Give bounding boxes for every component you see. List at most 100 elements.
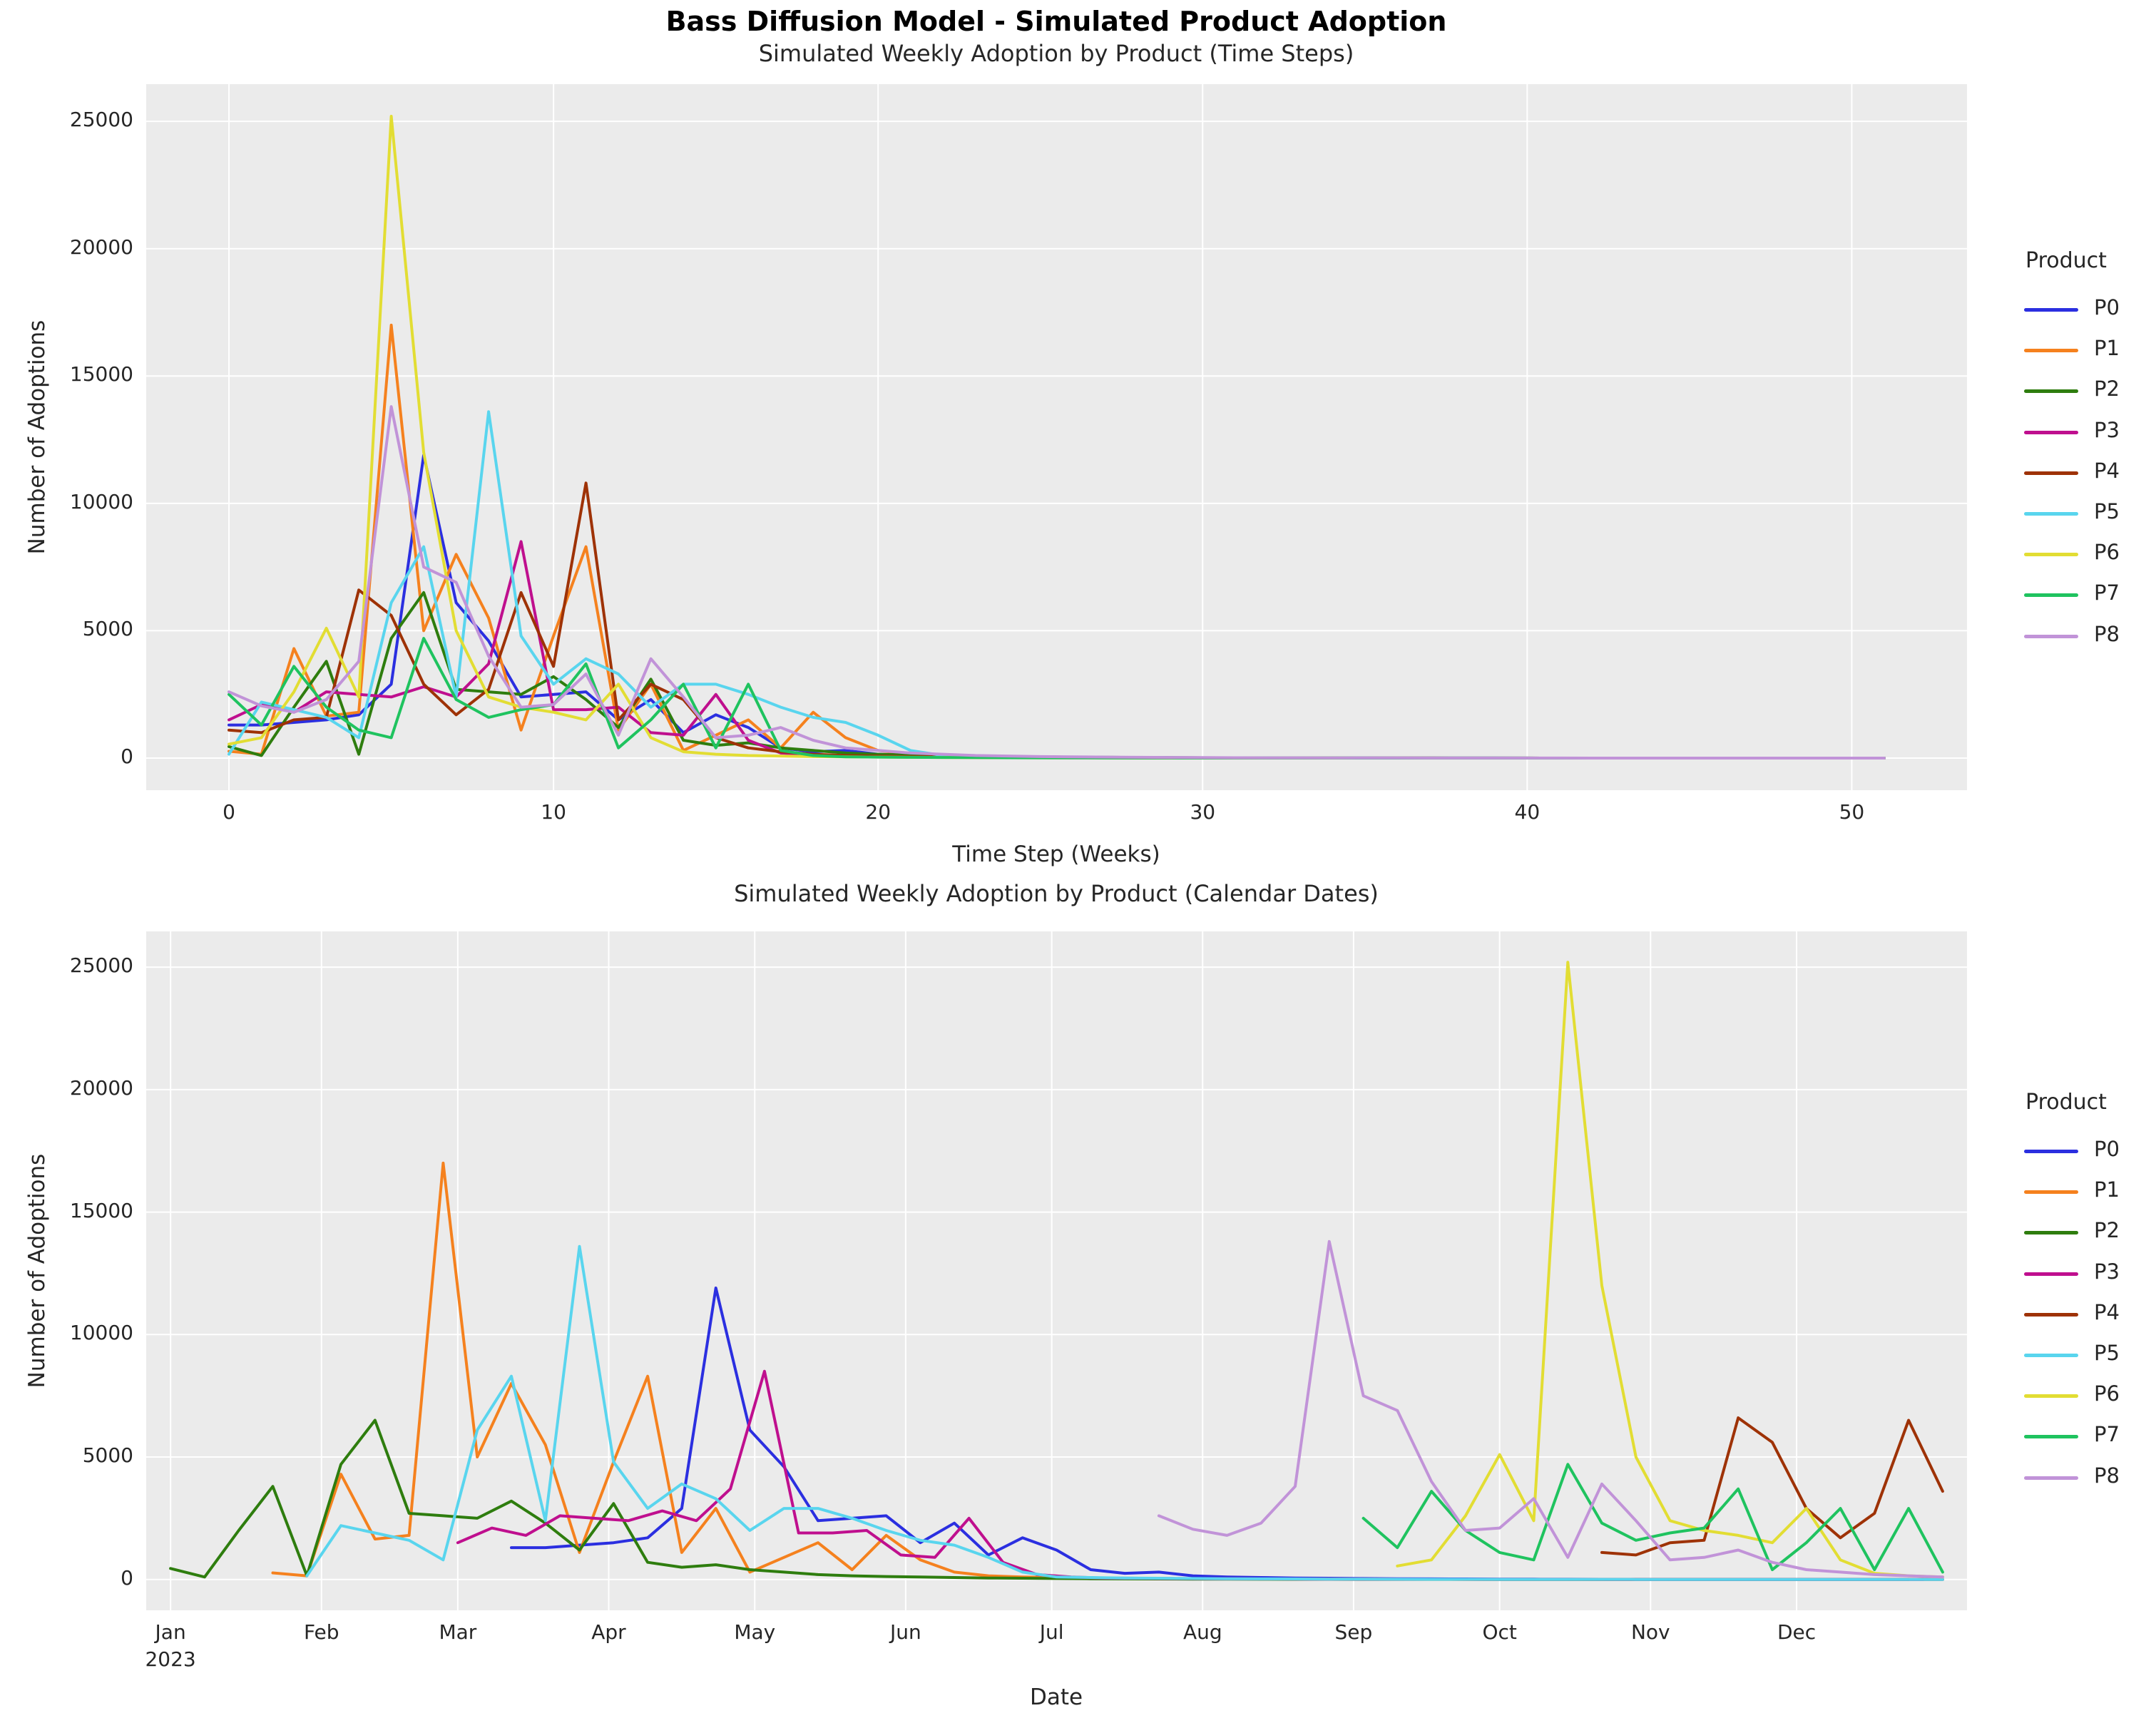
legend-label-P6: P6 xyxy=(2094,540,2120,565)
bottom-chart-xlabel: Date xyxy=(1029,1684,1083,1710)
y-tick-label: 25000 xyxy=(69,108,133,132)
legend-entry-P3: P3 xyxy=(2024,1259,2152,1288)
x-tick-label: 10 xyxy=(541,800,566,824)
legend-label-P7: P7 xyxy=(2094,1422,2120,1447)
legend-entry-P2: P2 xyxy=(2024,1218,2152,1247)
legend-swatch-P2 xyxy=(2024,389,2078,394)
x-tick-label: 20 xyxy=(865,800,891,824)
legend-entry-P4: P4 xyxy=(2024,459,2152,487)
legend-swatch-P5 xyxy=(2024,1354,2078,1357)
legend-swatch-P3 xyxy=(2024,1272,2078,1276)
series-line-P3 xyxy=(456,1369,1925,1581)
top-chart-canvas xyxy=(146,84,1967,790)
series-line-P3 xyxy=(228,540,1886,760)
x-tick-label: Dec xyxy=(1777,1620,1817,1644)
legend-swatch-P4 xyxy=(2024,471,2078,475)
top-legend-title: Product xyxy=(2025,248,2107,273)
legend-swatch-P0 xyxy=(2024,1150,2078,1153)
legend-swatch-P7 xyxy=(2024,1435,2078,1439)
top-chart-xlabel: Time Step (Weeks) xyxy=(952,842,1160,867)
legend-swatch-P5 xyxy=(2024,512,2078,516)
x-tick-label: 40 xyxy=(1514,800,1541,824)
legend-entry-P7: P7 xyxy=(2024,1422,2152,1451)
top-chart-ylabel: Number of Adoptions xyxy=(24,319,50,555)
legend-swatch-P4 xyxy=(2024,1312,2078,1317)
legend-label-P0: P0 xyxy=(2094,1137,2120,1161)
bottom-chart-title: Simulated Weekly Adoption by Product (Ca… xyxy=(734,880,1379,907)
x-tick-label: May xyxy=(734,1620,776,1644)
legend-label-P0: P0 xyxy=(2094,295,2120,319)
y-tick-label: 10000 xyxy=(69,1321,133,1345)
y-tick-label: 15000 xyxy=(69,1198,133,1222)
x-tick-label: Feb xyxy=(303,1620,339,1644)
y-tick-label: 0 xyxy=(121,745,133,768)
series-line-P2 xyxy=(169,1418,1911,1581)
series-line-P5 xyxy=(305,1244,1944,1581)
x-tick-label: Jan 2023 xyxy=(145,1620,196,1671)
legend-label-P5: P5 xyxy=(2094,1341,2120,1365)
legend-swatch-P1 xyxy=(2024,349,2078,353)
x-tick-label: Jun xyxy=(890,1620,921,1644)
legend-swatch-P6 xyxy=(2024,1394,2078,1399)
legend-entry-P1: P1 xyxy=(2024,1177,2152,1206)
x-tick-label: Aug xyxy=(1182,1620,1222,1644)
x-tick-label: 0 xyxy=(223,800,235,824)
legend-swatch-P7 xyxy=(2024,593,2078,598)
bottom-chart-canvas xyxy=(146,931,1967,1610)
y-tick-label: 5000 xyxy=(82,617,133,641)
legend-entry-P4: P4 xyxy=(2024,1300,2152,1329)
y-tick-label: 20000 xyxy=(69,1075,133,1100)
legend-entry-P1: P1 xyxy=(2024,336,2152,364)
legend-entry-P3: P3 xyxy=(2024,418,2152,446)
legend-swatch-P2 xyxy=(2024,1231,2078,1235)
y-tick-label: 5000 xyxy=(82,1443,133,1467)
legend-entry-P0: P0 xyxy=(2024,295,2152,324)
legend-label-P3: P3 xyxy=(2094,417,2120,442)
x-tick-label: Mar xyxy=(439,1620,477,1644)
x-tick-label: Apr xyxy=(591,1620,626,1644)
legend-label-P6: P6 xyxy=(2094,1381,2120,1406)
y-tick-label: 25000 xyxy=(69,954,133,978)
bottom-legend-title: Product xyxy=(2025,1090,2107,1115)
y-tick-label: 15000 xyxy=(69,362,133,387)
x-tick-label: Nov xyxy=(1630,1620,1670,1644)
y-tick-label: 20000 xyxy=(69,235,133,259)
x-tick-label: Oct xyxy=(1482,1620,1517,1644)
series-line-P8 xyxy=(1157,1239,1944,1579)
legend-swatch-P3 xyxy=(2024,430,2078,434)
figure-title: Bass Diffusion Model - Simulated Product… xyxy=(665,6,1447,37)
top-chart-title: Simulated Weekly Adoption by Product (Ti… xyxy=(758,40,1354,67)
legend-label-P7: P7 xyxy=(2094,581,2120,605)
legend-entry-P5: P5 xyxy=(2024,1341,2152,1369)
legend-swatch-P6 xyxy=(2024,553,2078,557)
series-line-P6 xyxy=(1396,961,1944,1579)
series-line-P8 xyxy=(228,405,1886,760)
series-line-P6 xyxy=(228,115,1886,760)
x-tick-label: 30 xyxy=(1190,800,1216,824)
legend-entry-P6: P6 xyxy=(2024,1381,2152,1410)
bottom-chart-plot-area xyxy=(146,931,1967,1610)
legend-entry-P8: P8 xyxy=(2024,622,2152,650)
legend-entry-P8: P8 xyxy=(2024,1463,2152,1492)
series-line-P5 xyxy=(228,410,1886,760)
legend-label-P3: P3 xyxy=(2094,1259,2120,1284)
legend-entry-P5: P5 xyxy=(2024,499,2152,528)
legend-swatch-P0 xyxy=(2024,308,2078,312)
series-line-P7 xyxy=(1361,1463,1944,1574)
legend-label-P8: P8 xyxy=(2094,621,2120,646)
x-tick-label: 50 xyxy=(1839,800,1865,824)
legend-label-P2: P2 xyxy=(2094,1218,2120,1243)
legend-entry-P2: P2 xyxy=(2024,377,2152,405)
x-tick-label: Sep xyxy=(1334,1620,1373,1644)
legend-label-P4: P4 xyxy=(2094,1299,2120,1324)
legend-swatch-P8 xyxy=(2024,1476,2078,1480)
legend-label-P1: P1 xyxy=(2094,1177,2120,1202)
legend-swatch-P1 xyxy=(2024,1190,2078,1195)
legend-entry-P7: P7 xyxy=(2024,581,2152,609)
x-tick-label: Jul xyxy=(1039,1620,1064,1644)
legend-swatch-P8 xyxy=(2024,634,2078,638)
y-tick-label: 10000 xyxy=(69,489,133,513)
legend-label-P5: P5 xyxy=(2094,499,2120,523)
legend-entry-P0: P0 xyxy=(2024,1137,2152,1165)
y-tick-label: 0 xyxy=(121,1565,133,1590)
